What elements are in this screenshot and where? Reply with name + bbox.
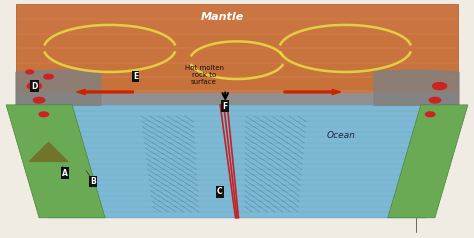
Text: E: E [133,72,138,81]
Polygon shape [16,50,458,62]
Polygon shape [16,64,458,76]
Polygon shape [16,105,458,218]
Circle shape [433,83,447,89]
Circle shape [39,112,48,117]
Text: D: D [31,82,37,91]
Polygon shape [6,105,105,218]
Text: F: F [222,102,228,111]
Polygon shape [16,78,458,90]
Polygon shape [16,93,458,105]
Circle shape [27,83,41,89]
Text: Mantle: Mantle [201,12,245,22]
Polygon shape [30,143,67,161]
FancyArrow shape [284,89,341,94]
Circle shape [26,70,34,74]
Polygon shape [30,143,67,161]
Polygon shape [16,4,458,105]
Text: A: A [62,169,68,178]
Circle shape [34,97,45,103]
Text: Hot molten
rock to
surface: Hot molten rock to surface [184,65,224,85]
Text: B: B [91,177,96,186]
Polygon shape [16,35,458,47]
Circle shape [429,97,440,103]
Polygon shape [16,93,458,105]
FancyArrow shape [77,89,133,94]
Text: C: C [217,187,222,196]
Circle shape [426,112,435,117]
Circle shape [44,74,53,79]
Polygon shape [388,105,468,218]
Text: Ocean: Ocean [326,131,355,140]
